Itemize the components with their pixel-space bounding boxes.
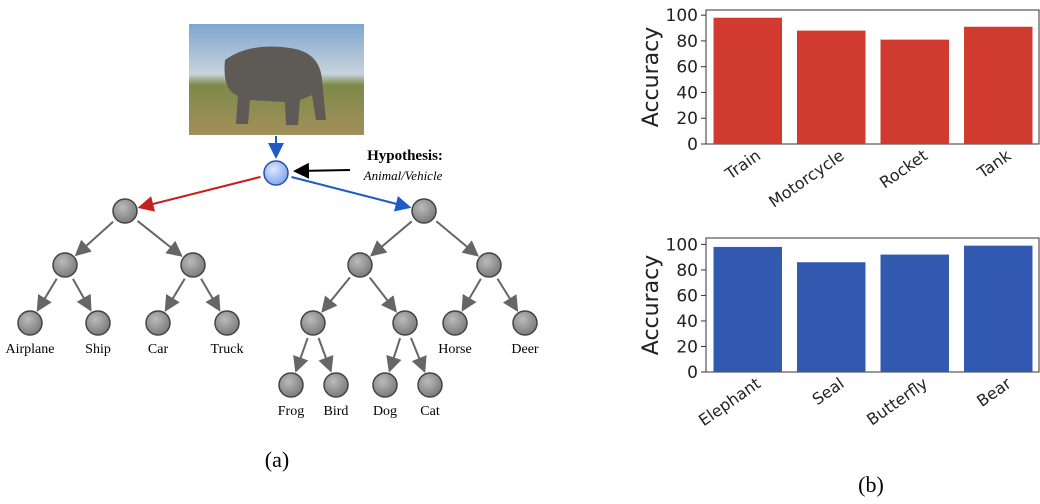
node xyxy=(477,253,501,277)
arrow xyxy=(297,170,350,171)
node xyxy=(443,311,467,335)
y-tick-label: 60 xyxy=(676,58,698,78)
x-tick-label: Butterfly xyxy=(863,374,931,430)
hypothesis-text: Animal/Vehicle xyxy=(363,168,443,183)
bar xyxy=(881,40,949,144)
arrow xyxy=(39,279,57,309)
leaf-label: Horse xyxy=(438,342,471,357)
leaf-label: Ship xyxy=(85,342,111,357)
y-tick-label: 20 xyxy=(676,337,698,357)
leaf-label: Dog xyxy=(373,404,397,419)
y-axis-label: Accuracy xyxy=(639,27,664,127)
arrow xyxy=(73,279,90,308)
leaf-label: Truck xyxy=(211,342,244,357)
bar xyxy=(714,18,782,144)
arrow xyxy=(373,221,412,254)
tree: Airplane Ship Car Truck Frog Bird Dog Cat Horse D… xyxy=(6,161,539,419)
y-axis-label: Accuracy xyxy=(639,255,664,355)
caption: (a) xyxy=(265,447,289,472)
arrow xyxy=(390,338,400,369)
arrow xyxy=(436,221,476,254)
bar xyxy=(964,246,1032,372)
arrow xyxy=(78,222,113,254)
arrow xyxy=(497,279,516,309)
leaf-label: Bird xyxy=(324,404,349,419)
y-tick-label: 0 xyxy=(687,135,698,155)
arrow xyxy=(464,279,481,309)
node xyxy=(513,311,537,335)
node xyxy=(215,311,239,335)
y-tick-label: 40 xyxy=(676,312,698,332)
arrow xyxy=(167,279,185,309)
y-tick-label: 80 xyxy=(676,261,698,281)
node xyxy=(412,199,436,223)
y-tick-label: 100 xyxy=(666,235,698,255)
arrow xyxy=(138,221,180,254)
node xyxy=(146,311,170,335)
bar xyxy=(797,262,865,372)
node xyxy=(113,199,137,223)
photo xyxy=(189,24,364,135)
y-tick-label: 40 xyxy=(676,83,698,103)
node xyxy=(264,161,288,185)
x-tick-label: Seal xyxy=(809,374,848,409)
node xyxy=(279,373,303,397)
hypothesis-title: Hypothesis: xyxy=(367,148,443,164)
leaf-label: Car xyxy=(148,342,169,357)
figure: Hypothesis: Animal/Vehicle Airplane Ship C… xyxy=(0,0,1040,504)
node xyxy=(393,311,417,335)
x-tick-label: Elephant xyxy=(695,374,764,430)
y-tick-label: 80 xyxy=(676,32,698,52)
y-tick-label: 20 xyxy=(676,109,698,129)
y-tick-label: 100 xyxy=(666,6,698,26)
leaf-label: Frog xyxy=(278,404,304,419)
node xyxy=(181,253,205,277)
node xyxy=(348,253,372,277)
node xyxy=(373,373,397,397)
x-tick-label: Rocket xyxy=(876,146,931,192)
x-tick-label: Tank xyxy=(973,145,1015,182)
bar xyxy=(797,31,865,144)
bar xyxy=(714,247,782,372)
arrow xyxy=(141,177,260,207)
node xyxy=(53,253,77,277)
arrow xyxy=(201,279,218,309)
bar xyxy=(964,27,1032,144)
node xyxy=(18,311,42,335)
node xyxy=(86,311,110,335)
y-tick-label: 0 xyxy=(687,363,698,383)
y-tick-label: 60 xyxy=(676,286,698,306)
node xyxy=(418,373,442,397)
leaf-label: Cat xyxy=(420,404,440,419)
arrow xyxy=(324,277,350,309)
arrow xyxy=(370,278,395,310)
caption: (b) xyxy=(858,472,884,497)
arrow xyxy=(319,338,331,369)
arrow xyxy=(411,338,424,369)
leaf-label: Deer xyxy=(511,342,539,357)
x-tick-label: Train xyxy=(721,146,764,184)
bar xyxy=(881,255,949,372)
x-tick-label: Bear xyxy=(973,373,1015,410)
node xyxy=(301,311,325,335)
leaf-label: Airplane xyxy=(6,342,55,357)
arrow xyxy=(297,338,308,369)
node xyxy=(324,373,348,397)
x-tick-label: Motorcycle xyxy=(765,146,847,212)
